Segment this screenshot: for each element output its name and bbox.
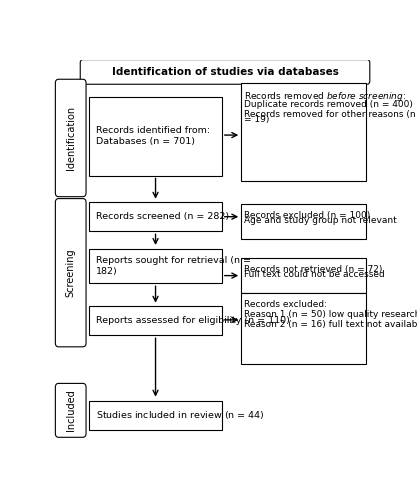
Text: Reason 2 (n = 16) full text not available: Reason 2 (n = 16) full text not availabl… xyxy=(244,320,417,329)
FancyBboxPatch shape xyxy=(89,400,222,430)
Text: Reason 1 (n = 50) low quality research: Reason 1 (n = 50) low quality research xyxy=(244,310,417,319)
Text: Identification: Identification xyxy=(66,106,76,170)
FancyBboxPatch shape xyxy=(55,198,86,347)
FancyBboxPatch shape xyxy=(80,60,370,84)
FancyBboxPatch shape xyxy=(89,202,222,232)
Text: Duplicate records removed (n = 400): Duplicate records removed (n = 400) xyxy=(244,100,413,109)
Text: Full text could not be accessed: Full text could not be accessed xyxy=(244,270,385,279)
FancyBboxPatch shape xyxy=(55,384,86,438)
Text: Records not retrieved (n = 72): Records not retrieved (n = 72) xyxy=(244,265,383,274)
Text: = 19): = 19) xyxy=(244,115,270,124)
Text: Records removed $\mathit{before\ screening}$:: Records removed $\mathit{before\ screeni… xyxy=(244,90,407,103)
FancyBboxPatch shape xyxy=(89,248,222,284)
Text: Reports assessed for eligibility (n = 110): Reports assessed for eligibility (n = 11… xyxy=(96,316,290,326)
FancyBboxPatch shape xyxy=(241,204,366,239)
Text: Records excluded (n = 100): Records excluded (n = 100) xyxy=(244,212,371,220)
Text: Included: Included xyxy=(66,390,76,431)
FancyBboxPatch shape xyxy=(241,258,366,293)
FancyBboxPatch shape xyxy=(241,293,366,364)
FancyBboxPatch shape xyxy=(55,79,86,196)
Text: Records excluded:: Records excluded: xyxy=(244,300,327,309)
Text: Identification of studies via databases: Identification of studies via databases xyxy=(112,67,339,77)
Text: Records identified from:
Databases (n = 701): Records identified from: Databases (n = … xyxy=(96,126,210,146)
Text: Studies included in review (n = $\mathit{44}$): Studies included in review (n = $\mathit… xyxy=(96,409,264,421)
FancyBboxPatch shape xyxy=(89,96,222,176)
Text: Reports sought for retrieval (n =
182): Reports sought for retrieval (n = 182) xyxy=(96,256,251,276)
FancyBboxPatch shape xyxy=(89,306,222,336)
FancyBboxPatch shape xyxy=(241,83,366,182)
Text: Records screened (n = 282): Records screened (n = 282) xyxy=(96,212,229,222)
Text: Age and study group not relevant: Age and study group not relevant xyxy=(244,216,397,226)
Text: Screening: Screening xyxy=(66,248,76,297)
Text: Records removed for other reasons (n: Records removed for other reasons (n xyxy=(244,110,416,119)
